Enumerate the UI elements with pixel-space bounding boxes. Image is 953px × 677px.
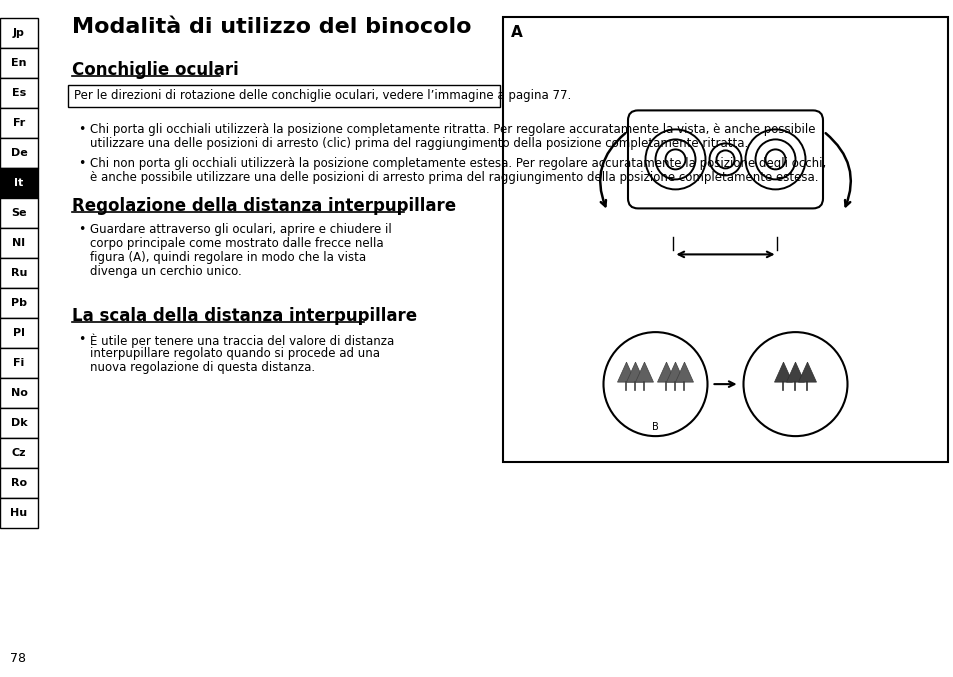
Circle shape xyxy=(645,129,705,190)
Text: Fr: Fr xyxy=(12,118,25,128)
Text: Hu: Hu xyxy=(10,508,28,518)
Text: Modalità di utilizzo del binocolo: Modalità di utilizzo del binocolo xyxy=(71,17,471,37)
Bar xyxy=(0,438,38,468)
Bar xyxy=(68,85,499,107)
Polygon shape xyxy=(666,362,684,382)
Text: Dk: Dk xyxy=(10,418,28,428)
Circle shape xyxy=(603,332,707,436)
Text: Per le direzioni di rotazione delle conchiglie oculari, vedere l’immagine a pagi: Per le direzioni di rotazione delle conc… xyxy=(74,89,571,102)
Bar xyxy=(502,17,947,462)
Text: Conchiglie oculari: Conchiglie oculari xyxy=(71,61,238,79)
Bar xyxy=(0,468,38,498)
Text: Jp: Jp xyxy=(13,28,25,38)
Text: Nl: Nl xyxy=(12,238,26,248)
Text: Regolazione della distanza interpupillare: Regolazione della distanza interpupillar… xyxy=(71,197,456,215)
Bar xyxy=(0,108,38,138)
Bar xyxy=(0,168,38,198)
Circle shape xyxy=(716,150,734,169)
Bar xyxy=(0,78,38,108)
Text: •: • xyxy=(78,123,85,136)
Polygon shape xyxy=(635,362,653,382)
Text: De: De xyxy=(10,148,28,158)
Text: nuova regolazione di questa distanza.: nuova regolazione di questa distanza. xyxy=(90,361,314,374)
Bar xyxy=(0,288,38,318)
Text: Cz: Cz xyxy=(11,448,27,458)
Text: Pb: Pb xyxy=(11,298,27,308)
Bar xyxy=(0,138,38,168)
Polygon shape xyxy=(657,362,675,382)
Circle shape xyxy=(764,150,784,169)
Text: La scala della distanza interpupillare: La scala della distanza interpupillare xyxy=(71,307,416,325)
Text: 78: 78 xyxy=(10,652,26,665)
Polygon shape xyxy=(785,362,803,382)
Text: Ro: Ro xyxy=(10,478,27,488)
Text: It: It xyxy=(14,178,24,188)
Bar xyxy=(0,258,38,288)
Text: •: • xyxy=(78,157,85,170)
Text: È utile per tenere una traccia del valore di distanza: È utile per tenere una traccia del valor… xyxy=(90,333,394,347)
Bar xyxy=(0,228,38,258)
Polygon shape xyxy=(675,362,693,382)
Text: B: B xyxy=(652,422,659,432)
Circle shape xyxy=(655,139,695,179)
Text: Fi: Fi xyxy=(13,358,25,368)
Polygon shape xyxy=(798,362,816,382)
Text: Chi non porta gli occhiali utilizzerà la posizione completamente estesa. Per reg: Chi non porta gli occhiali utilizzerà la… xyxy=(90,157,825,170)
Bar xyxy=(0,348,38,378)
Polygon shape xyxy=(617,362,635,382)
Text: Chi porta gli occhiali utilizzerà la posizione completamente ritratta. Per regol: Chi porta gli occhiali utilizzerà la pos… xyxy=(90,123,815,136)
Circle shape xyxy=(742,332,846,436)
Text: divenga un cerchio unico.: divenga un cerchio unico. xyxy=(90,265,241,278)
Bar xyxy=(0,18,38,48)
Text: interpupillare regolato quando si procede ad una: interpupillare regolato quando si proced… xyxy=(90,347,379,360)
Circle shape xyxy=(665,150,685,169)
Bar xyxy=(0,198,38,228)
Text: En: En xyxy=(11,58,27,68)
Text: corpo principale come mostrato dalle frecce nella: corpo principale come mostrato dalle fre… xyxy=(90,237,383,250)
Text: No: No xyxy=(10,388,28,398)
Bar xyxy=(0,318,38,348)
FancyBboxPatch shape xyxy=(627,110,822,209)
Text: A: A xyxy=(511,25,522,40)
Text: Pl: Pl xyxy=(13,328,25,338)
Circle shape xyxy=(755,139,795,179)
Polygon shape xyxy=(774,362,792,382)
Bar xyxy=(0,378,38,408)
Text: figura (A), quindi regolare in modo che la vista: figura (A), quindi regolare in modo che … xyxy=(90,251,366,264)
Bar xyxy=(0,48,38,78)
Bar xyxy=(0,408,38,438)
Text: utilizzare una delle posizioni di arresto (clic) prima del raggiungimento della : utilizzare una delle posizioni di arrest… xyxy=(90,137,747,150)
Text: Es: Es xyxy=(11,88,26,98)
Text: Ru: Ru xyxy=(10,268,27,278)
Polygon shape xyxy=(626,362,644,382)
Text: è anche possibile utilizzare una delle posizioni di arresto prima del raggiungim: è anche possibile utilizzare una delle p… xyxy=(90,171,818,184)
Text: •: • xyxy=(78,223,85,236)
Circle shape xyxy=(709,144,740,175)
Text: •: • xyxy=(78,333,85,346)
Text: Se: Se xyxy=(11,208,27,218)
Bar xyxy=(0,498,38,528)
Text: Guardare attraverso gli oculari, aprire e chiudere il: Guardare attraverso gli oculari, aprire … xyxy=(90,223,392,236)
Circle shape xyxy=(744,129,804,190)
